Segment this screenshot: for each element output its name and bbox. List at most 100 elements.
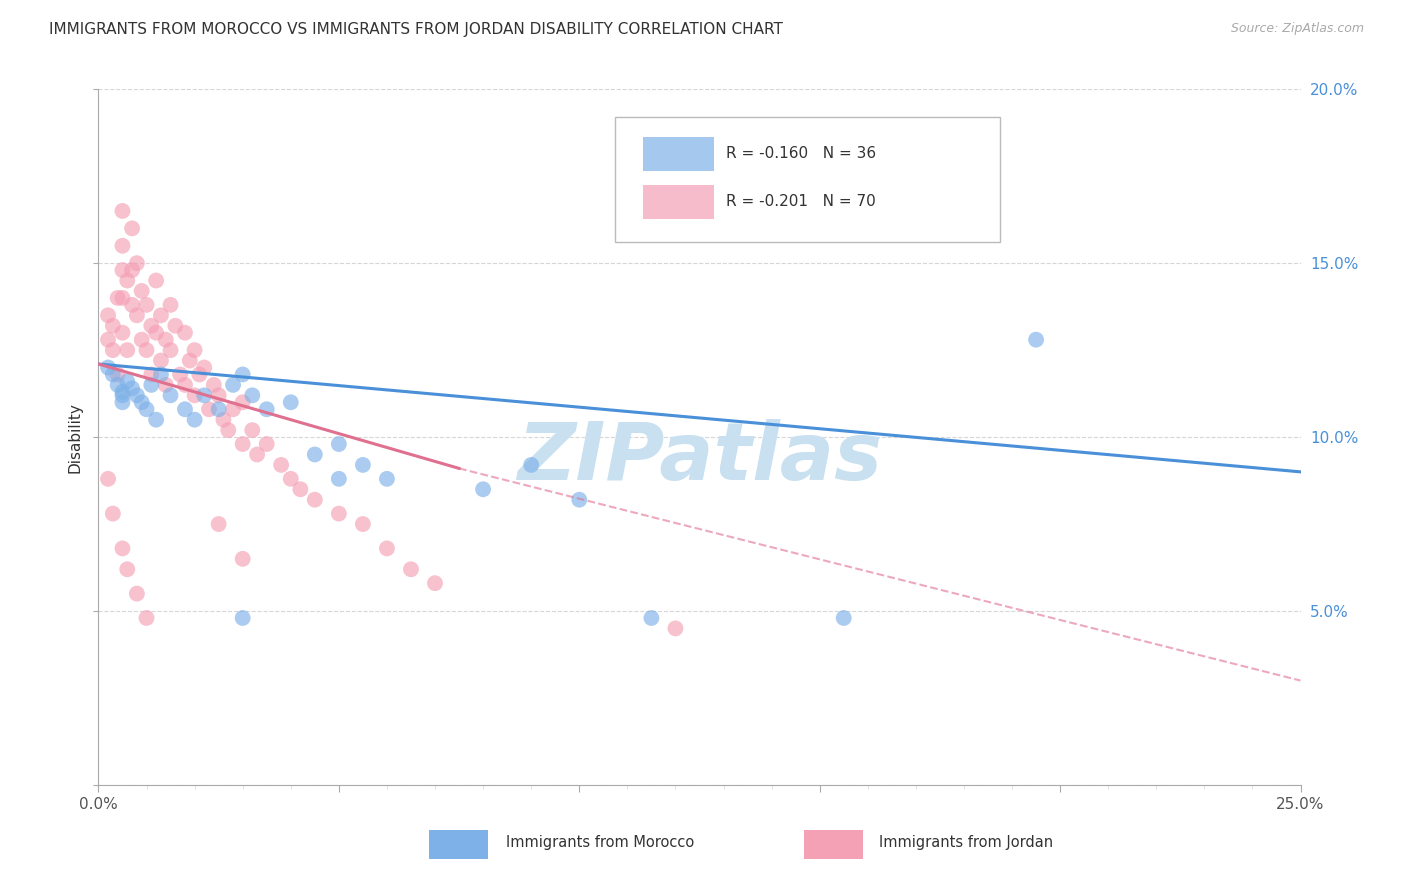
Point (165, 318, 187, 333)
Point (193, 388, 215, 402)
Point (1025, 333, 1047, 347)
Point (188, 368, 211, 382)
Point (352, 458, 374, 472)
Point (145, 412, 167, 426)
Point (568, 492, 591, 507)
Point (280, 395, 302, 409)
Point (159, 388, 181, 402)
Point (125, 256, 148, 270)
Point (135, 611, 157, 625)
Point (520, 458, 543, 472)
Text: Immigrants from Morocco: Immigrants from Morocco (506, 836, 695, 850)
Point (472, 482, 495, 496)
FancyBboxPatch shape (616, 117, 1000, 243)
Point (141, 318, 163, 333)
Point (121, 221, 143, 235)
Point (135, 402, 157, 417)
Point (111, 395, 134, 409)
Point (111, 384, 134, 399)
Point (97, 308, 120, 322)
Point (135, 298, 157, 312)
Point (159, 343, 181, 357)
Point (328, 472, 350, 486)
Point (208, 388, 231, 402)
Point (111, 388, 134, 402)
Point (290, 482, 312, 496)
Point (111, 263, 134, 277)
Point (131, 395, 153, 409)
Point (141, 368, 163, 382)
Point (375, 472, 398, 486)
FancyBboxPatch shape (643, 136, 714, 170)
Point (208, 402, 231, 417)
Point (97, 333, 120, 347)
Point (832, 611, 855, 625)
Point (246, 447, 269, 462)
Point (352, 516, 374, 531)
Point (107, 368, 129, 382)
Point (159, 298, 181, 312)
Point (101, 343, 124, 357)
Point (375, 541, 398, 556)
Point (256, 437, 278, 451)
Point (328, 507, 350, 521)
Point (222, 402, 245, 417)
Text: R = -0.201   N = 70: R = -0.201 N = 70 (725, 194, 876, 210)
Text: Immigrants from Jordan: Immigrants from Jordan (879, 836, 1053, 850)
Point (121, 298, 143, 312)
Point (117, 273, 139, 287)
Point (183, 343, 205, 357)
Point (304, 492, 326, 507)
Point (169, 368, 191, 382)
Point (640, 611, 662, 625)
Point (149, 368, 172, 382)
Point (101, 507, 124, 521)
Point (117, 562, 139, 576)
Point (208, 516, 231, 531)
Point (121, 381, 143, 395)
Point (101, 368, 124, 382)
Point (304, 447, 326, 462)
Point (97, 472, 120, 486)
Point (125, 308, 148, 322)
FancyBboxPatch shape (643, 186, 714, 219)
Point (280, 472, 302, 486)
Point (179, 353, 201, 368)
Point (125, 587, 148, 601)
Point (202, 377, 225, 392)
Point (107, 291, 129, 305)
Point (217, 423, 239, 437)
Point (399, 562, 422, 576)
Point (155, 333, 177, 347)
Point (121, 263, 143, 277)
Point (117, 375, 139, 389)
Point (270, 458, 292, 472)
Point (664, 621, 686, 635)
Point (111, 326, 134, 340)
Text: ZIPatlas: ZIPatlas (517, 419, 882, 497)
Point (117, 343, 139, 357)
Point (232, 551, 254, 566)
Point (155, 377, 177, 392)
Point (145, 273, 167, 287)
Point (111, 541, 134, 556)
Point (174, 377, 197, 392)
Text: IMMIGRANTS FROM MOROCCO VS IMMIGRANTS FROM JORDAN DISABILITY CORRELATION CHART: IMMIGRANTS FROM MOROCCO VS IMMIGRANTS FR… (49, 22, 783, 37)
Point (149, 308, 172, 322)
Point (111, 238, 134, 253)
Point (232, 368, 254, 382)
Point (107, 377, 129, 392)
Point (232, 437, 254, 451)
Point (256, 402, 278, 417)
Point (174, 402, 197, 417)
Point (97, 360, 120, 375)
Point (131, 284, 153, 298)
Point (174, 326, 197, 340)
Point (328, 437, 350, 451)
Point (111, 291, 134, 305)
Text: Source: ZipAtlas.com: Source: ZipAtlas.com (1230, 22, 1364, 36)
Point (423, 576, 446, 591)
Point (232, 395, 254, 409)
Point (145, 326, 167, 340)
Point (111, 203, 134, 218)
